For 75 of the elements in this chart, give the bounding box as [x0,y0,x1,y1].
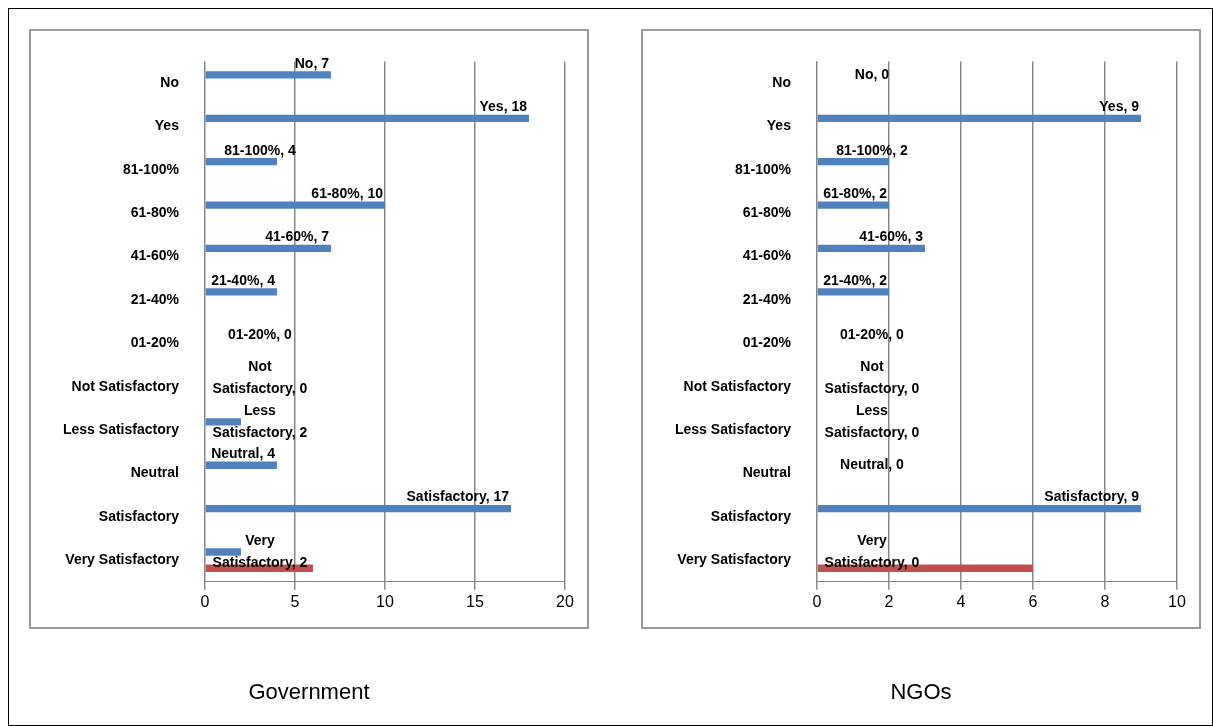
y-tick-label: 61-80% [130,204,180,221]
bar [205,201,385,209]
text: NGOs [889,679,953,705]
y-tick-label: Neutral [130,464,179,481]
x-tick-label: 15 [466,592,484,610]
y-tick-label: Neutral [742,464,791,481]
data-label: 41-60%, 7 [265,228,330,245]
bar [817,201,889,209]
bar [205,418,241,426]
x-tick-label: 4 [956,592,966,610]
text: Government [247,679,371,705]
bar [205,288,277,296]
y-tick-label: 21-40% [130,290,180,307]
data-label: Less Satisfactory, 2 [212,401,308,440]
bar [205,504,511,513]
x-tick-label: 0 [812,592,822,610]
y-tick-label: Satisfactory [98,507,180,524]
data-label: 81-100%, 2 [836,141,908,158]
bar [205,114,529,122]
data-label: No, 0 [854,65,890,82]
data-label: Satisfactory, 9 [1044,488,1140,505]
data-label: 01-20%, 0 [228,326,293,343]
data-label: Yes, 9 [1099,98,1140,115]
y-tick-label: 21-40% [742,290,792,307]
x-tick-label: 0 [200,592,210,610]
y-tick-label: 41-60% [130,247,180,264]
x-tick-label: 20 [556,592,574,610]
y-tick-label: Less Satisfactory [62,420,180,437]
y-tick-label: 01-20% [742,334,792,351]
data-label: Less Satisfactory, 0 [824,401,920,440]
data-label: 81-100%, 4 [224,141,296,158]
x-tick-label: 5 [290,592,300,610]
bar [205,548,241,556]
x-tick-label: 6 [1028,592,1038,610]
y-tick-label: Very Satisfactory [677,550,792,567]
bar [817,114,1141,122]
y-tick-label: No [772,73,791,90]
data-label: 41-60%, 3 [859,228,924,245]
data-label: 21-40%, 2 [823,271,888,288]
y-tick-label: 61-80% [742,204,792,221]
bar [817,244,925,253]
y-tick-label: 01-20% [130,334,180,351]
x-tick-label: 10 [1168,592,1186,610]
data-label: Neutral, 4 [211,445,276,462]
y-tick-label: 81-100% [734,160,792,177]
y-tick-label: Yes [154,117,180,134]
y-tick-label: Not Satisfactory [683,377,792,394]
y-tick-label: Satisfactory [710,507,792,524]
y-tick-label: Less Satisfactory [674,420,792,437]
y-tick-label: Yes [766,117,792,134]
x-tick-label: 2 [884,592,894,610]
data-label: No, 7 [294,54,330,71]
y-tick-label: Very Satisfactory [65,550,180,567]
y-tick-label: No [160,73,179,90]
data-label: Satisfactory, 17 [406,488,510,505]
bar [205,158,277,166]
bar [817,288,889,296]
bar [205,461,277,469]
data-label: Yes, 18 [479,98,528,115]
data-label: 61-80%, 2 [823,184,888,201]
y-tick-label: 41-60% [742,247,792,264]
x-tick-label: 10 [376,592,394,610]
bar [205,244,331,253]
y-tick-label: Not Satisfactory [71,377,180,394]
data-label: Not Satisfactory, 0 [212,358,308,397]
data-label: 01-20%, 0 [840,326,905,343]
data-label: 61-80%, 10 [311,184,384,201]
bar [817,158,889,166]
x-tick-label: 8 [1100,592,1110,610]
bar [817,504,1141,513]
data-label: 21-40%, 4 [211,271,276,288]
data-label: Not Satisfactory, 0 [824,358,920,397]
bar [205,71,331,79]
y-tick-label: 81-100% [122,160,180,177]
data-label: Neutral, 0 [840,456,905,473]
